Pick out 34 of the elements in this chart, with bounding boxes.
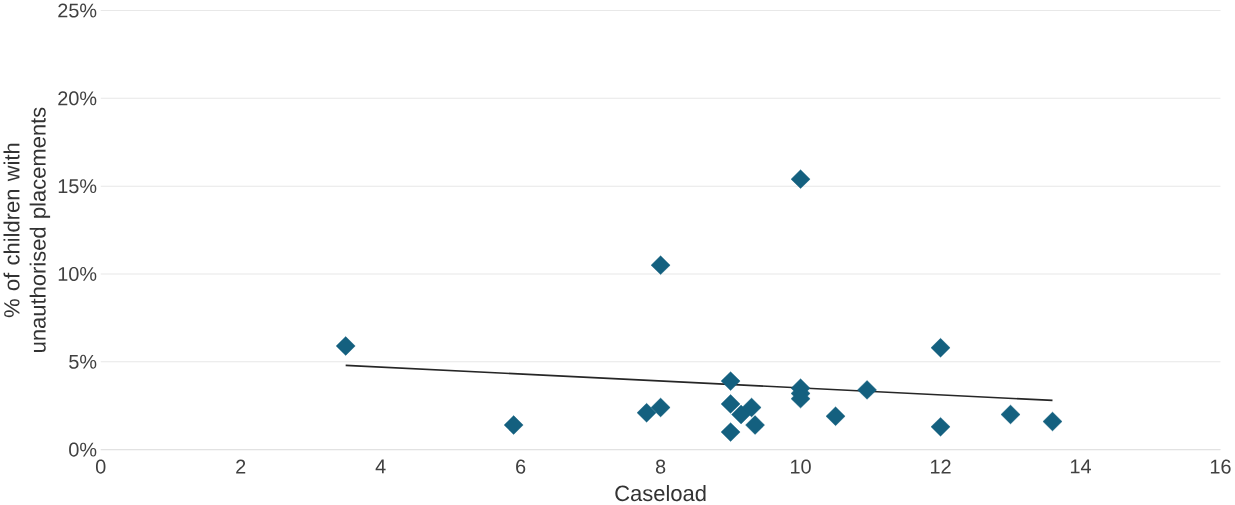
point (930, 338, 951, 358)
y-tick-label: 0% (69, 442, 97, 457)
x-tick-label: 0 (95, 459, 106, 474)
point (720, 371, 741, 391)
y-tick-label: 5% (69, 355, 97, 369)
y-axis-title: % of children with unauthorised placements (3, 107, 51, 353)
point (745, 415, 765, 435)
point (636, 403, 657, 423)
x-tick-label: 14 (1070, 459, 1091, 474)
x-tick-label: 8 (655, 459, 666, 474)
point (335, 336, 356, 356)
x-tick-label: 10 (791, 459, 811, 474)
point (1000, 405, 1021, 425)
point (741, 398, 762, 418)
x-tick-label: 2 (236, 459, 246, 474)
x-tick-label: 12 (930, 459, 951, 474)
x-axis-title: Caseload (615, 485, 706, 502)
x-tick-label: 16 (1210, 459, 1231, 474)
y-tick-label: 25% (58, 3, 97, 18)
point (857, 380, 877, 400)
point (650, 255, 671, 276)
x-tick-label: 4 (375, 459, 386, 474)
point (503, 415, 524, 435)
point (1042, 412, 1063, 432)
point (720, 394, 741, 414)
point (790, 169, 811, 189)
y-tick-label: 15% (58, 179, 97, 194)
point (720, 422, 741, 442)
x-tick-label: 6 (516, 459, 526, 474)
point (930, 417, 951, 437)
y-tick-label: 20% (58, 91, 97, 106)
point (650, 398, 671, 418)
point (825, 406, 846, 427)
y-tick-label: 10% (58, 267, 97, 282)
